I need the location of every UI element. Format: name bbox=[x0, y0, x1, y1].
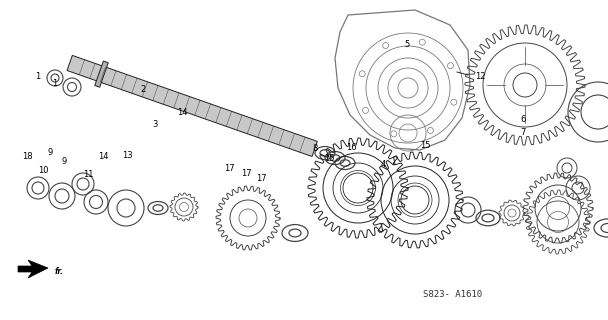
Text: 17: 17 bbox=[224, 164, 235, 172]
Text: 9: 9 bbox=[61, 157, 66, 166]
Text: 6: 6 bbox=[520, 115, 525, 124]
Polygon shape bbox=[67, 55, 317, 156]
Text: 11: 11 bbox=[83, 170, 94, 179]
Polygon shape bbox=[18, 260, 48, 278]
Text: 1: 1 bbox=[52, 79, 57, 88]
Text: 14: 14 bbox=[98, 152, 109, 161]
Text: 17: 17 bbox=[241, 169, 252, 178]
Text: 3: 3 bbox=[153, 120, 157, 129]
Text: 4: 4 bbox=[381, 160, 385, 169]
Text: 10: 10 bbox=[38, 166, 49, 175]
Text: 15: 15 bbox=[324, 154, 335, 163]
Text: 1: 1 bbox=[35, 72, 40, 81]
Text: 5: 5 bbox=[405, 40, 410, 49]
Text: 14: 14 bbox=[177, 108, 188, 116]
Text: 9: 9 bbox=[47, 148, 52, 156]
Text: 7: 7 bbox=[520, 128, 525, 137]
Text: 8: 8 bbox=[313, 144, 317, 153]
Text: 18: 18 bbox=[22, 152, 33, 161]
Text: 13: 13 bbox=[122, 151, 133, 160]
Text: 2: 2 bbox=[140, 85, 145, 94]
Text: fr.: fr. bbox=[55, 268, 64, 276]
Text: 15: 15 bbox=[420, 141, 431, 150]
Text: 16: 16 bbox=[346, 143, 357, 152]
Text: 12: 12 bbox=[475, 72, 486, 81]
Polygon shape bbox=[95, 61, 108, 87]
Text: S823- A1610: S823- A1610 bbox=[423, 290, 483, 299]
Text: 17: 17 bbox=[256, 174, 267, 183]
